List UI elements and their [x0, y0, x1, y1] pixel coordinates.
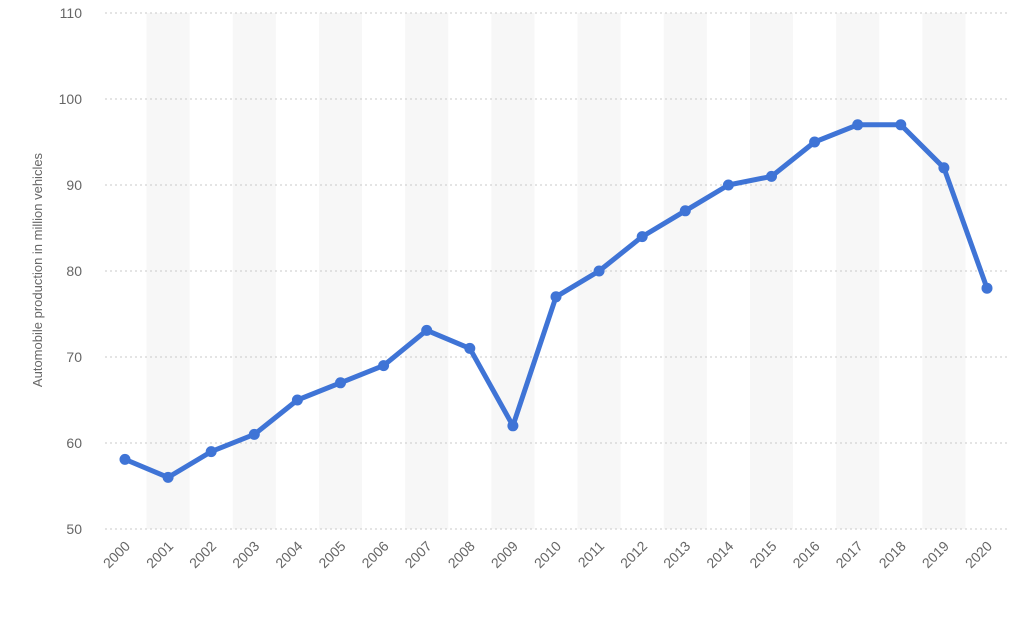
x-tick-label: 2013	[660, 538, 693, 571]
data-point[interactable]	[507, 420, 519, 432]
y-tick-label: 70	[66, 349, 82, 365]
y-tick-label: 80	[66, 263, 82, 279]
data-point[interactable]	[679, 205, 691, 217]
data-point[interactable]	[593, 265, 605, 277]
y-tick-label: 110	[60, 5, 83, 21]
column-band	[836, 13, 880, 529]
x-tick-label: 2009	[488, 538, 521, 571]
x-tick-label: 2019	[919, 538, 952, 571]
data-point[interactable]	[636, 231, 648, 243]
data-point[interactable]	[378, 360, 390, 372]
data-point[interactable]	[464, 342, 476, 354]
x-tick-label: 2007	[401, 538, 434, 571]
x-tick-label: 2017	[832, 538, 865, 571]
y-tick-labels: 50 60 70 80 90 100 110	[59, 5, 83, 537]
column-band	[232, 13, 276, 529]
data-points	[119, 119, 993, 483]
x-tick-label: 2006	[358, 538, 391, 571]
x-tick-label: 2011	[575, 538, 608, 571]
x-tick-label: 2001	[143, 538, 176, 571]
x-tick-label: 2012	[617, 538, 650, 571]
x-tick-label: 2005	[315, 538, 348, 571]
x-tick-labels: 2000 2001 2002 2003 2004 2005 2006 2007 2008 2009…	[100, 538, 995, 571]
data-point[interactable]	[291, 394, 303, 406]
x-tick-label: 2016	[789, 538, 822, 571]
x-tick-label: 2002	[186, 538, 219, 571]
x-tick-label: 2014	[703, 538, 736, 571]
column-band	[922, 13, 966, 529]
y-tick-label: 90	[66, 177, 82, 193]
data-point[interactable]	[421, 324, 433, 336]
x-tick-label: 2008	[445, 538, 478, 571]
data-point[interactable]	[119, 453, 131, 465]
data-point[interactable]	[809, 136, 821, 148]
x-tick-label: 2000	[100, 538, 133, 571]
x-tick-label: 2004	[272, 538, 305, 571]
data-point[interactable]	[981, 282, 993, 294]
data-point[interactable]	[766, 170, 777, 182]
y-tick-label: 100	[59, 91, 83, 107]
data-point[interactable]	[895, 119, 907, 131]
x-tick-label: 2015	[746, 538, 779, 571]
x-tick-label: 2018	[876, 538, 909, 571]
x-tick-label: 2020	[962, 538, 995, 571]
data-point[interactable]	[550, 291, 562, 303]
column-band	[491, 13, 535, 529]
column-band	[146, 13, 190, 529]
y-axis-title: Automobile production in million vehicle…	[30, 152, 45, 387]
x-tick-label: 2003	[229, 538, 262, 571]
data-point[interactable]	[248, 428, 260, 440]
data-point[interactable]	[162, 471, 174, 483]
data-point[interactable]	[722, 179, 734, 191]
x-tick-label: 2010	[531, 538, 564, 571]
data-point[interactable]	[852, 119, 864, 131]
data-point[interactable]	[335, 377, 346, 389]
data-point[interactable]	[205, 446, 217, 458]
y-tick-label: 60	[66, 435, 82, 451]
y-gridlines	[105, 12, 1008, 530]
y-tick-label: 50	[66, 521, 82, 537]
data-point[interactable]	[938, 162, 950, 174]
